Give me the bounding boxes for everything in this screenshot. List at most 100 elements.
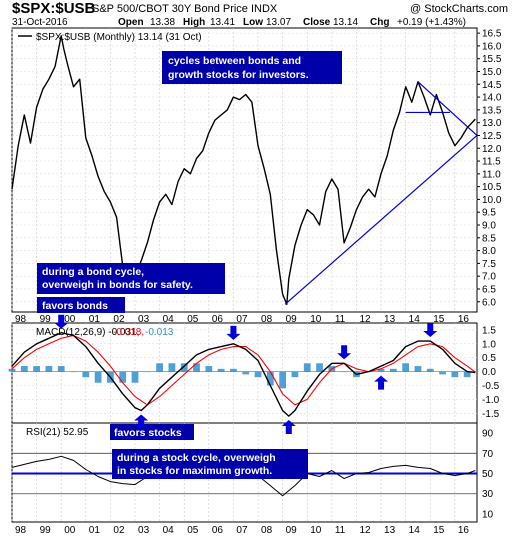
price-y-tick-label: 9.5 xyxy=(482,208,496,219)
chart-date: 31-Oct-2016 xyxy=(12,17,68,28)
cycle-arrow-up xyxy=(374,375,389,390)
price-y-tick-label: 13.5 xyxy=(482,105,502,116)
macd-histogram-bar xyxy=(20,366,28,372)
cycle-arrow-down xyxy=(226,325,241,340)
chart-security-name: S&P 500/CBOT 30Y Bond Price INDX xyxy=(92,3,278,15)
macd-histogram-bar xyxy=(439,371,446,375)
annotation-favors-bonds-text: favors bonds xyxy=(42,300,108,312)
rsi-x-tick-label: 04 xyxy=(163,525,175,536)
rsi-legend: RSI(21) 52.95 xyxy=(26,427,89,438)
macd-line xyxy=(11,332,476,417)
price-y-tick-label: 16.5 xyxy=(482,29,502,40)
chg-value: +0.19 (+1.43%) xyxy=(397,17,466,28)
rsi-x-tick-label: 98 xyxy=(15,525,27,536)
annotation-bond-cycle: during a bond cycle, overweigh in bonds … xyxy=(37,263,225,294)
price-x-tick-label: 06 xyxy=(212,314,224,325)
annotation-cycles-line2: growth stocks for investors. xyxy=(168,69,309,81)
price-x-tick-label: 05 xyxy=(187,314,199,325)
rsi-x-tick-label: 15 xyxy=(433,525,445,536)
price-x-tick-label: 08 xyxy=(261,314,273,325)
macd-histogram-bar xyxy=(168,363,176,372)
price-trendline xyxy=(284,135,478,305)
price-x-tick-label: 11 xyxy=(335,314,346,325)
macd-histogram-bar xyxy=(193,363,200,372)
price-x-tick-label: 03 xyxy=(138,314,150,325)
price-y-tick-label: 16.0 xyxy=(482,41,502,52)
annotation-cycles: cycles between bonds and growth stocks f… xyxy=(162,51,342,84)
macd-histogram-bar xyxy=(217,368,225,372)
macd-histogram-bar xyxy=(82,371,90,378)
rsi-x-tick-label: 14 xyxy=(409,525,421,536)
rsi-x-tick-label: 01 xyxy=(89,525,101,536)
rsi-x-tick-label: 07 xyxy=(236,525,248,536)
price-x-tick-label: 15 xyxy=(433,314,445,325)
price-y-tick-label: 6.5 xyxy=(482,284,496,295)
price-legend-label: $SPX:$USB (Monthly) 13.14 (31 Oct) xyxy=(36,32,202,43)
macd-histogram-bar xyxy=(230,368,237,372)
macd-histogram-bar xyxy=(119,371,127,383)
price-y-tick-label: 12.5 xyxy=(482,131,502,142)
macd-histogram-bar xyxy=(131,371,139,383)
macd-histogram-bar xyxy=(414,366,422,372)
price-x-tick-label: 01 xyxy=(89,314,101,325)
cycle-arrow-down xyxy=(337,345,352,360)
price-y-tick-label: 10.0 xyxy=(482,195,502,206)
cycle-arrow-down xyxy=(54,314,69,329)
open-label: Open xyxy=(118,17,144,28)
macd-y-tick-label: -0.5 xyxy=(482,381,500,392)
rsi-x-tick-label: 05 xyxy=(187,525,199,536)
macd-y-tick-label: 1.5 xyxy=(482,325,496,336)
price-x-tick-label: 02 xyxy=(113,314,125,325)
annotation-stock-cycle: during a stock cycle, overweigh in stock… xyxy=(112,449,308,479)
macd-histogram-bar xyxy=(254,371,262,378)
low-value: 13.07 xyxy=(266,17,291,28)
close-label: Close xyxy=(303,17,331,28)
price-y-tick-label: 11.0 xyxy=(482,169,501,180)
price-y-tick-label: 15.5 xyxy=(482,54,502,65)
price-y-tick-label: 7.0 xyxy=(482,272,496,283)
rsi-x-tick-label: 10 xyxy=(310,525,322,536)
rsi-x-tick-label: 99 xyxy=(40,525,52,536)
rsi-y-tick-label: 30 xyxy=(482,489,494,500)
macd-legend: MACD(12,26,9) -0.031, -0.018, -0.013 xyxy=(36,327,174,338)
macd-y-tick-label: -1.0 xyxy=(482,395,500,406)
rsi-x-tick-label: 03 xyxy=(138,525,150,536)
rsi-x-tick-label: 12 xyxy=(359,525,371,536)
price-trendline xyxy=(417,81,478,136)
price-x-tick-label: 00 xyxy=(64,314,76,325)
price-y-tick-label: 9.0 xyxy=(482,221,496,232)
price-y-tick-label: 14.0 xyxy=(482,93,502,104)
rsi-x-tick-label: 06 xyxy=(212,525,224,536)
macd-histogram-bar xyxy=(377,368,385,372)
price-x-tick-label: 99 xyxy=(40,314,52,325)
axis-ticks: 98 98 99 99 00 00 01 01 02 02 03 03 04 04 05 05 06 06 07 07… xyxy=(15,29,502,536)
macd-histogram-bar xyxy=(8,368,16,372)
chg-label: Chg xyxy=(370,17,389,28)
close-value: 13.14 xyxy=(333,17,358,28)
chart-watermark: @ StockCharts.com xyxy=(410,3,508,15)
data-series xyxy=(8,35,479,497)
macd-histogram-bar xyxy=(266,371,274,386)
macd-histogram-bar xyxy=(143,371,151,373)
annotation-cycles-line1: cycles between bonds and xyxy=(168,55,301,67)
open-value: 13.38 xyxy=(150,17,175,28)
macd-histogram-bar xyxy=(463,371,471,378)
macd-histogram-bar xyxy=(45,366,53,372)
chart-symbol: $SPX:$USB xyxy=(12,0,96,17)
macd-y-tick-label: 1.0 xyxy=(482,339,496,350)
annotation-stock-cycle-line1: during a stock cycle, overweigh xyxy=(117,452,276,464)
rsi-x-tick-label: 09 xyxy=(286,525,298,536)
price-y-tick-label: 14.5 xyxy=(482,80,502,91)
annotation-bond-cycle-line2: overweigh in bonds for safety. xyxy=(42,279,193,291)
rsi-y-tick-label: 10 xyxy=(482,509,494,520)
rsi-y-tick-label: 50 xyxy=(482,469,494,480)
macd-histogram-bar xyxy=(57,366,65,372)
price-y-tick-label: 7.5 xyxy=(482,259,496,270)
macd-histogram-bar xyxy=(33,366,40,372)
rsi-x-tick-label: 16 xyxy=(458,525,470,536)
price-legend: $SPX:$USB (Monthly) 13.14 (31 Oct) xyxy=(18,32,202,43)
price-x-tick-label: 98 xyxy=(15,314,27,325)
cycle-arrow-up xyxy=(134,414,149,429)
price-x-tick-label: 16 xyxy=(458,314,470,325)
